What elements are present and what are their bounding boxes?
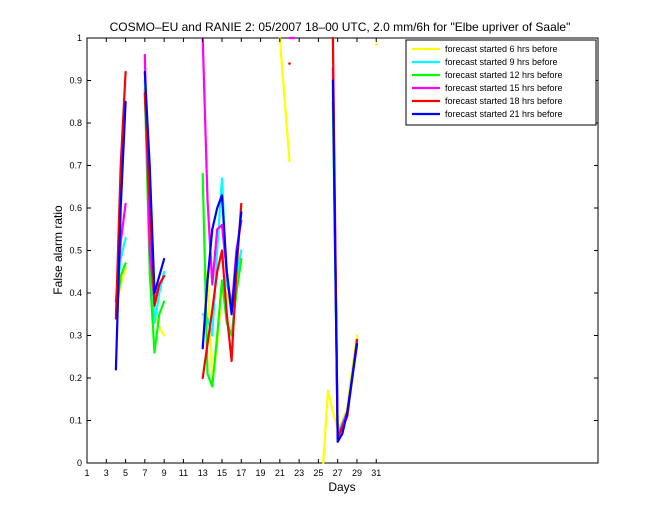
series-5-line-1 — [114, 70, 127, 320]
y-tick-label: 0.5 — [69, 246, 82, 256]
series-5-line-3 — [201, 202, 243, 380]
x-tick-label: 9 — [162, 468, 167, 478]
series-6-line-1 — [114, 100, 127, 371]
y-tick-label: 0.1 — [69, 416, 82, 426]
x-tick-label: 23 — [294, 468, 304, 478]
legend: forecast started 6 hrs before forecast st… — [405, 39, 597, 126]
x-tick-label: 21 — [275, 468, 285, 478]
y-axis-label: False alarm ratio — [51, 205, 65, 295]
legend-label-5: forecast started 18 hrs before — [445, 96, 563, 106]
series-5-point-1 — [288, 62, 291, 65]
legend-label-3: forecast started 12 hrs before — [445, 70, 563, 80]
x-tick-label: 17 — [236, 468, 246, 478]
series-6-line-2 — [143, 70, 166, 295]
series-6-line-4 — [331, 79, 359, 443]
x-tick-label: 7 — [142, 468, 147, 478]
legend-box — [405, 39, 597, 126]
legend-label-4: forecast started 15 hrs before — [445, 83, 563, 93]
x-tick-label: 27 — [333, 468, 343, 478]
y-axis-ticks: 0 0.1 0.2 0.3 0.4 0.5 0.6 0.7 0.8 0.9 1 — [69, 33, 598, 468]
series-6-line-3 — [201, 194, 243, 350]
y-tick-label: 0.7 — [69, 161, 82, 171]
y-tick-label: 0.3 — [69, 331, 82, 341]
x-tick-label: 3 — [104, 468, 109, 478]
x-axis-ticks: 1 3 5 7 9 11 13 15 17 19 21 23 25 27 29 31 — [84, 38, 381, 478]
x-tick-label: 11 — [179, 468, 188, 478]
y-tick-label: 0.6 — [69, 203, 82, 213]
series-5-line-2 — [143, 92, 166, 307]
x-tick-label: 13 — [198, 468, 208, 478]
x-tick-label: 1 — [84, 468, 89, 478]
x-tick-label: 31 — [371, 468, 381, 478]
y-tick-label: 1 — [77, 33, 82, 43]
x-tick-label: 19 — [256, 468, 266, 478]
series-layer — [114, 36, 378, 465]
chart-title: COSMO–EU and RANIE 2: 05/2007 18–00 UTC,… — [110, 20, 571, 34]
y-tick-label: 0.8 — [69, 118, 82, 128]
x-tick-label: 29 — [352, 468, 362, 478]
x-tick-label: 15 — [217, 468, 227, 478]
x-tick-label: 25 — [313, 468, 323, 478]
x-axis-label: Days — [328, 480, 355, 494]
y-tick-label: 0.4 — [69, 288, 82, 298]
legend-label-6: forecast started 21 hrs before — [445, 109, 563, 119]
series-6 — [114, 70, 359, 443]
legend-label-1: forecast started 6 hrs before — [445, 44, 558, 54]
series-1-line-4 — [278, 36, 291, 163]
legend-label-2: forecast started 9 hrs before — [445, 57, 558, 67]
series-1-point-1 — [374, 43, 378, 46]
y-tick-label: 0 — [77, 458, 82, 468]
y-tick-label: 0.2 — [69, 373, 82, 383]
y-tick-label: 0.9 — [69, 76, 82, 86]
x-tick-label: 5 — [123, 468, 128, 478]
